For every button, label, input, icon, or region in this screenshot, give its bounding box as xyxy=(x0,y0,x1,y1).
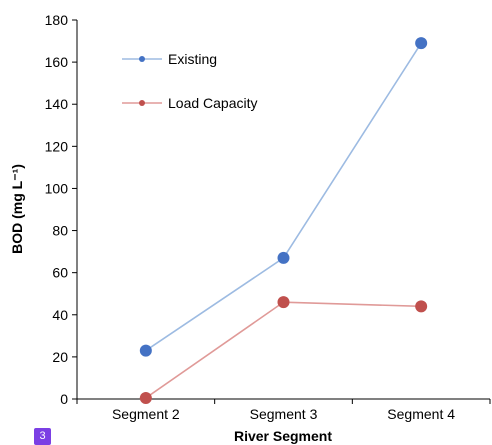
legend: Existing Load Capacity xyxy=(122,51,258,111)
y-tick-label: 140 xyxy=(45,96,69,112)
x-axis-ticks: Segment 2 Segment 3 Segment 4 xyxy=(76,399,491,422)
legend-marker xyxy=(139,56,145,62)
y-tick-label: 0 xyxy=(60,391,68,407)
x-axis-title: River Segment xyxy=(234,428,332,444)
y-tick-label: 100 xyxy=(45,180,69,196)
legend-marker xyxy=(139,100,145,106)
y-axis-ticks: 0 20 40 60 80 100 120 140 160 180 xyxy=(45,12,77,407)
x-tick-label: Segment 3 xyxy=(250,406,318,422)
y-tick-label: 60 xyxy=(52,265,68,281)
data-point xyxy=(277,251,290,264)
y-tick-label: 80 xyxy=(52,223,68,239)
series-layer xyxy=(139,37,428,404)
page-number-badge: 3 xyxy=(34,428,51,445)
data-point xyxy=(139,344,152,357)
data-point xyxy=(277,296,290,309)
legend-label: Load Capacity xyxy=(168,95,258,111)
y-tick-label: 180 xyxy=(45,12,69,28)
y-tick-label: 120 xyxy=(45,138,69,154)
x-tick-label: Segment 4 xyxy=(387,406,455,422)
x-tick-label: Segment 2 xyxy=(112,406,180,422)
y-tick-label: 20 xyxy=(52,349,68,365)
data-point xyxy=(415,37,428,50)
data-point xyxy=(415,300,428,313)
y-axis-title: BOD (mg L⁻¹) xyxy=(9,164,25,254)
series-line xyxy=(145,301,422,399)
data-point xyxy=(139,391,152,404)
y-tick-label: 40 xyxy=(52,307,68,323)
y-tick-label: 160 xyxy=(45,54,69,70)
legend-label: Existing xyxy=(168,51,217,67)
